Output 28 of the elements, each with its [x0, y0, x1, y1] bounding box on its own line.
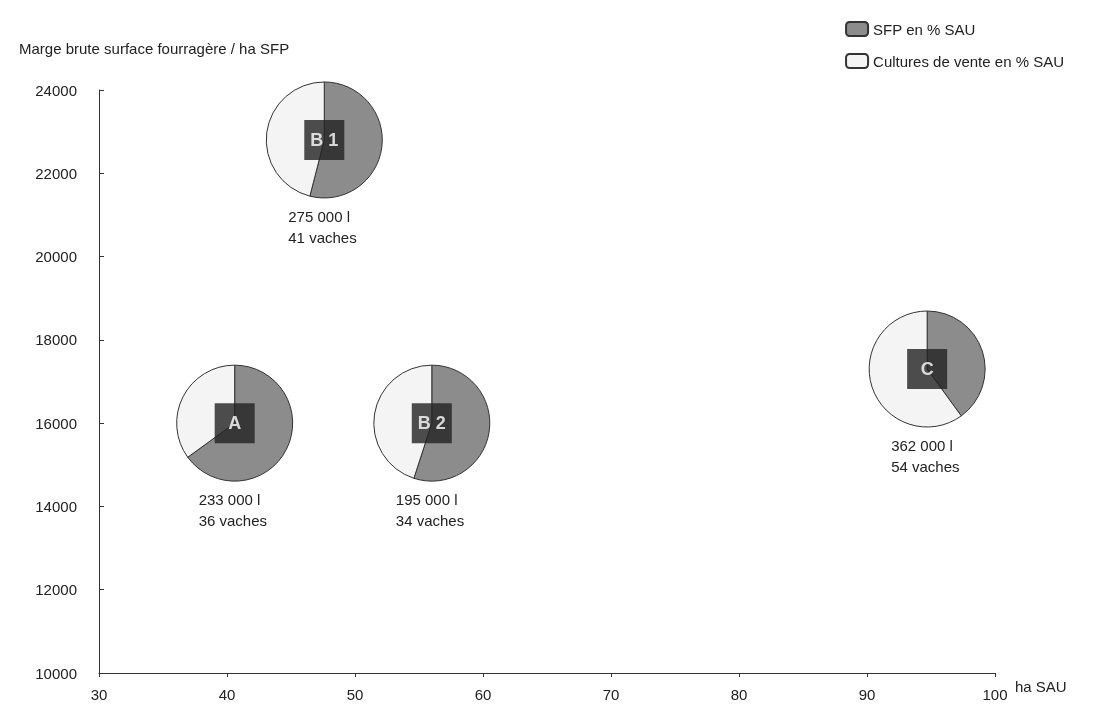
y-tick-label: 18000: [35, 331, 77, 349]
legend-label: Cultures de vente en % SAU: [873, 52, 1064, 70]
y-tick-label: 10000: [35, 664, 77, 682]
text: B 2: [417, 413, 446, 434]
y-tick-label: 14000: [35, 497, 77, 515]
y-tick-label: 12000: [35, 581, 77, 599]
annotation: 362 000 l 54 vaches: [891, 437, 960, 476]
x-tick-label: 100: [982, 686, 1008, 703]
y-tick-label: 22000: [35, 164, 77, 182]
x-tick-label: 30: [90, 686, 108, 703]
annotation: 233 000 l 36 vaches: [198, 491, 268, 530]
y-tick-label: 24000: [35, 81, 77, 99]
text: B 1: [310, 129, 339, 150]
y-tick-label: 16000: [35, 414, 77, 432]
x-tick-label: 90: [858, 686, 876, 703]
x-tick-label: 50: [346, 686, 364, 703]
x-tick-label: 60: [474, 686, 492, 703]
legend-label: SFP en % SAU: [873, 20, 976, 38]
annotation: 275 000 l 41 vaches: [288, 207, 357, 246]
x-tick-label: 40: [218, 686, 236, 703]
x-tick-label: 80: [730, 686, 748, 703]
annotation: 195 000 l 34 vaches: [395, 491, 465, 530]
y-tick-label: 20000: [35, 248, 77, 266]
y-axis-title: Marge brute surface fourragère / ha SFP: [19, 40, 290, 57]
x-tick-label: 70: [602, 686, 620, 703]
x-axis-title: ha SAU: [1015, 678, 1067, 695]
text: A: [228, 413, 242, 434]
text: C: [920, 359, 934, 380]
